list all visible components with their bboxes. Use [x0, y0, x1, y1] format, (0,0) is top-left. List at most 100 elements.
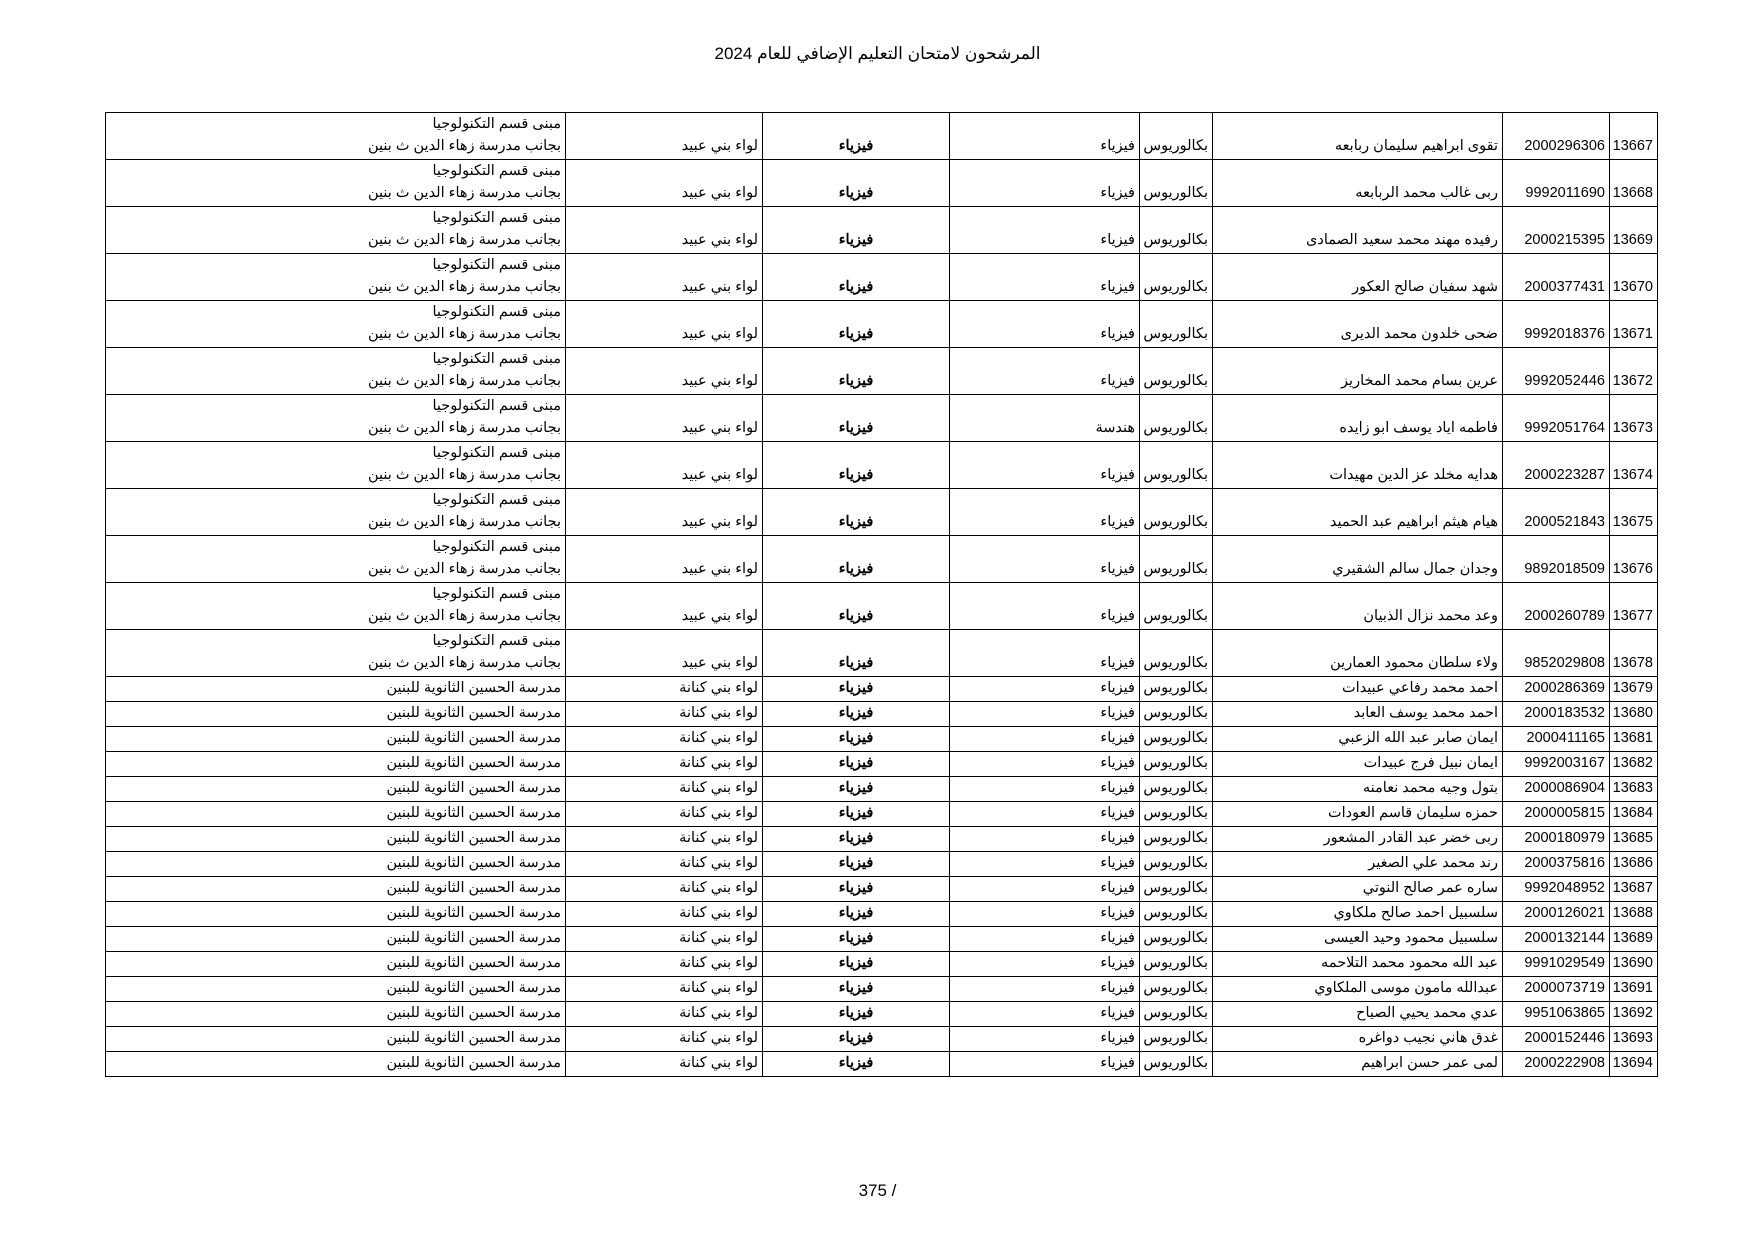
cell-subject: فيزياء	[762, 726, 950, 752]
table-row: 13669 2000215395 رفيده مهند محمد سعيد الصم…	[105, 206, 1658, 254]
cell-major: فيزياء	[949, 776, 1140, 802]
cell-subject: فيزياء	[762, 394, 950, 442]
location-line: مبنى قسم التكنولوجيا	[432, 257, 561, 273]
cell-location: مدرسة الحسين الثانوية للبنين	[105, 751, 566, 777]
cell-name: رند محمد علي الصغير	[1212, 851, 1503, 877]
location-line: مدرسة الحسين الثانوية للبنين	[386, 980, 561, 996]
cell-subject: فيزياء	[762, 1051, 950, 1077]
location-line: بجانب مدرسة زهاء الدين ث بنين	[367, 655, 561, 671]
location-line: مدرسة الحسين الثانوية للبنين	[386, 1055, 561, 1071]
cell-id: 13687	[1609, 876, 1658, 902]
cell-number: 9951063865	[1502, 1001, 1610, 1027]
cell-id: 13673	[1609, 394, 1658, 442]
table-row: 13671 9992018376 ضحى خلدون محمد الديرى بكال…	[105, 300, 1658, 348]
cell-degree: بكالوريوس	[1139, 112, 1213, 160]
cell-name: بتول وجيه محمد نعامنه	[1212, 776, 1503, 802]
cell-degree: بكالوريوس	[1139, 801, 1213, 827]
cell-subject: فيزياء	[762, 112, 950, 160]
cell-name: عبدالله مامون موسى الملكاوي	[1212, 976, 1503, 1002]
cell-district: لواء بني عبيد	[565, 441, 763, 489]
cell-number: 2000152446	[1502, 1026, 1610, 1052]
table-row: 13668 9992011690 ربى غالب محمد الربابعه بكا…	[105, 159, 1658, 207]
cell-degree: بكالوريوس	[1139, 347, 1213, 395]
location-line: بجانب مدرسة زهاء الدين ث بنين	[367, 326, 561, 342]
cell-id: 13672	[1609, 347, 1658, 395]
cell-id: 13681	[1609, 726, 1658, 752]
location-line: مدرسة الحسين الثانوية للبنين	[386, 680, 561, 696]
table-row: 13672 9992052446 عرين بسام محمد المخاريز بك…	[105, 347, 1658, 395]
location-line: مبنى قسم التكنولوجيا	[432, 351, 561, 367]
cell-subject: فيزياء	[762, 826, 950, 852]
cell-id: 13684	[1609, 801, 1658, 827]
cell-major: فيزياء	[949, 801, 1140, 827]
cell-major: فيزياء	[949, 1026, 1140, 1052]
cell-location: مدرسة الحسين الثانوية للبنين	[105, 676, 566, 702]
page-number: 375 /	[858, 1181, 897, 1200]
table-row: 13683 2000086904 بتول وجيه محمد نعامنه بكال…	[105, 776, 1658, 802]
cell-id: 13693	[1609, 1026, 1658, 1052]
cell-district: لواء بني عبيد	[565, 488, 763, 536]
location-line: مدرسة الحسين الثانوية للبنين	[386, 830, 561, 846]
cell-location: مبنى قسم التكنولوجيا بجانب مدرسة زهاء الد…	[105, 535, 566, 583]
cell-number: 9992048952	[1502, 876, 1610, 902]
cell-number: 2000215395	[1502, 206, 1610, 254]
cell-district: لواء بني كنانة	[565, 676, 763, 702]
location-line: بجانب مدرسة زهاء الدين ث بنين	[367, 185, 561, 201]
cell-subject: فيزياء	[762, 1026, 950, 1052]
cell-degree: بكالوريوس	[1139, 876, 1213, 902]
cell-id: 13685	[1609, 826, 1658, 852]
cell-subject: فيزياء	[762, 951, 950, 977]
cell-number: 2000126021	[1502, 901, 1610, 927]
cell-subject: فيزياء	[762, 441, 950, 489]
cell-location: مدرسة الحسين الثانوية للبنين	[105, 701, 566, 727]
location-line: مبنى قسم التكنولوجيا	[432, 539, 561, 555]
cell-district: لواء بني عبيد	[565, 582, 763, 630]
location-line: مدرسة الحسين الثانوية للبنين	[386, 880, 561, 896]
cell-location: مدرسة الحسين الثانوية للبنين	[105, 1001, 566, 1027]
cell-number: 2000132144	[1502, 926, 1610, 952]
cell-district: لواء بني كنانة	[565, 876, 763, 902]
cell-degree: بكالوريوس	[1139, 441, 1213, 489]
cell-major: فيزياء	[949, 206, 1140, 254]
location-line: مبنى قسم التكنولوجيا	[432, 163, 561, 179]
cell-name: سلسبيل محمود وحيد العيسى	[1212, 926, 1503, 952]
cell-name: رفيده مهند محمد سعيد الصمادى	[1212, 206, 1503, 254]
cell-degree: بكالوريوس	[1139, 1001, 1213, 1027]
cell-location: مبنى قسم التكنولوجيا بجانب مدرسة زهاء الد…	[105, 629, 566, 677]
table-row: 13692 9951063865 عدي محمد يحيي الصياح بكالو…	[105, 1001, 1658, 1027]
cell-major: فيزياء	[949, 582, 1140, 630]
cell-id: 13668	[1609, 159, 1658, 207]
cell-degree: بكالوريوس	[1139, 851, 1213, 877]
cell-degree: بكالوريوس	[1139, 629, 1213, 677]
table-row: 13691 2000073719 عبدالله مامون موسى الملكا…	[105, 976, 1658, 1002]
cell-major: فيزياء	[949, 951, 1140, 977]
cell-district: لواء بني كنانة	[565, 926, 763, 952]
location-line: مبنى قسم التكنولوجيا	[432, 492, 561, 508]
cell-name: شهد سفيان صالح العكور	[1212, 253, 1503, 301]
cell-district: لواء بني عبيد	[565, 347, 763, 395]
cell-number: 9992018376	[1502, 300, 1610, 348]
location-line: بجانب مدرسة زهاء الدين ث بنين	[367, 138, 561, 154]
location-line: مبنى قسم التكنولوجيا	[432, 116, 561, 132]
cell-major: فيزياء	[949, 726, 1140, 752]
cell-district: لواء بني عبيد	[565, 300, 763, 348]
cell-name: ضحى خلدون محمد الديرى	[1212, 300, 1503, 348]
cell-id: 13691	[1609, 976, 1658, 1002]
cell-id: 13674	[1609, 441, 1658, 489]
cell-number: 2000260789	[1502, 582, 1610, 630]
cell-degree: بكالوريوس	[1139, 1051, 1213, 1077]
cell-location: مبنى قسم التكنولوجيا بجانب مدرسة زهاء الد…	[105, 441, 566, 489]
cell-district: لواء بني كنانة	[565, 826, 763, 852]
cell-major: فيزياء	[949, 901, 1140, 927]
cell-id: 13688	[1609, 901, 1658, 927]
table-row: 13688 2000126021 سلسبيل احمد صالح ملكاوي بك…	[105, 901, 1658, 927]
cell-number: 9992052446	[1502, 347, 1610, 395]
cell-number: 2000377431	[1502, 253, 1610, 301]
cell-district: لواء بني عبيد	[565, 394, 763, 442]
table-row: 13678 9852029808 ولاء سلطان محمود العمارين…	[105, 629, 1658, 677]
cell-degree: بكالوريوس	[1139, 976, 1213, 1002]
table-row: 13670 2000377431 شهد سفيان صالح العكور بكال…	[105, 253, 1658, 301]
cell-location: مبنى قسم التكنولوجيا بجانب مدرسة زهاء الد…	[105, 300, 566, 348]
table-row: 13682 9992003167 ايمان نبيل فرج عبيدات بكال…	[105, 751, 1658, 777]
cell-subject: فيزياء	[762, 347, 950, 395]
